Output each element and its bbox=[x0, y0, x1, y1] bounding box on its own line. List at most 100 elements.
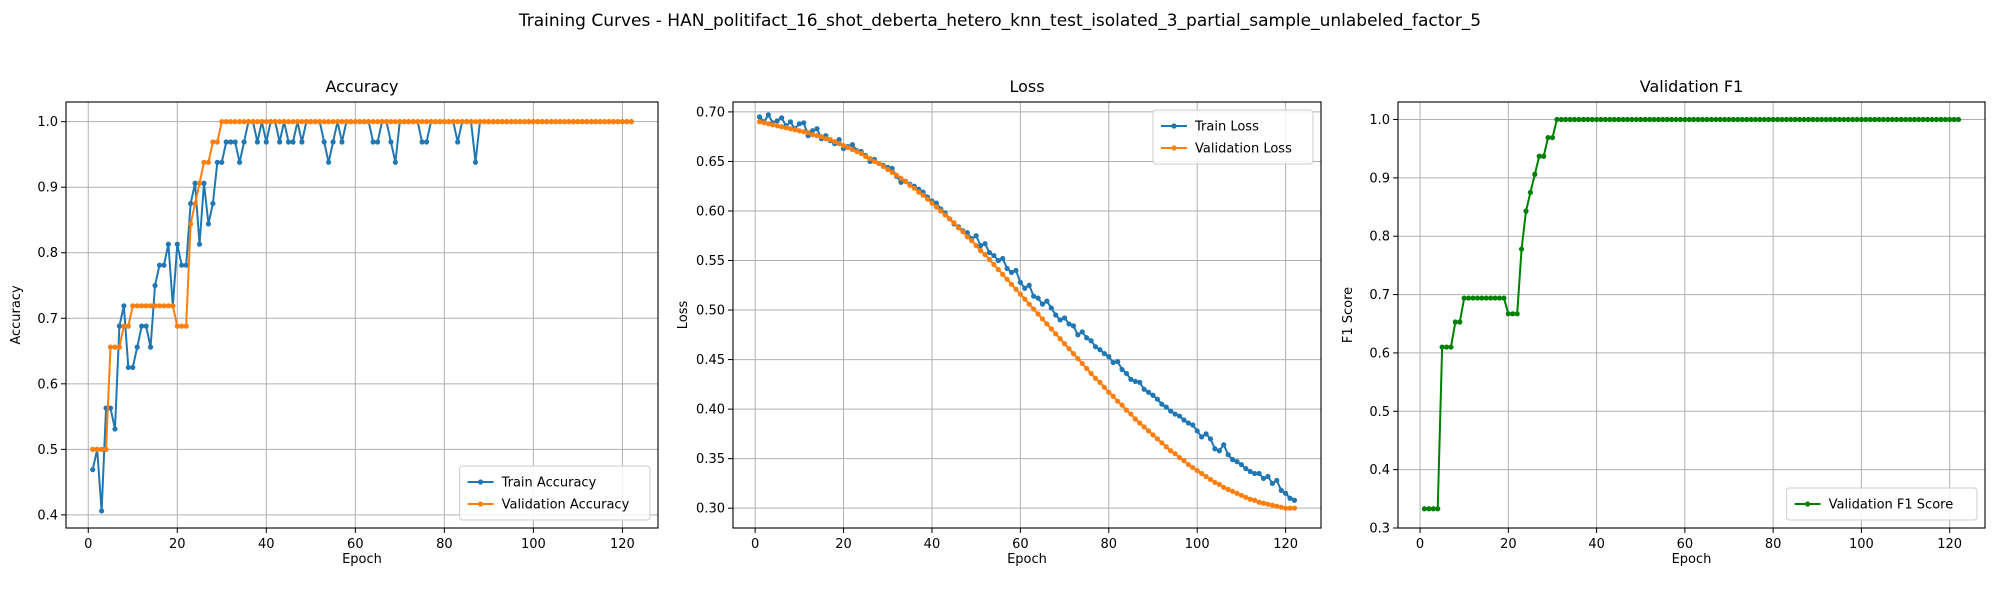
data-point bbox=[1017, 279, 1023, 285]
data-point bbox=[1101, 384, 1107, 390]
data-point bbox=[1951, 116, 1957, 123]
data-point bbox=[1819, 116, 1825, 123]
y-tick-label: 0.5 bbox=[37, 443, 58, 458]
data-point bbox=[455, 119, 461, 125]
data-point bbox=[161, 303, 167, 309]
data-point bbox=[1929, 116, 1935, 123]
legend-label: Validation F1 Score bbox=[1829, 498, 1954, 513]
data-point bbox=[223, 139, 229, 145]
data-point bbox=[1176, 455, 1183, 461]
data-point bbox=[1461, 295, 1467, 301]
data-point bbox=[1801, 116, 1807, 123]
data-point bbox=[898, 175, 904, 181]
data-point bbox=[1256, 499, 1262, 505]
data-point bbox=[1938, 116, 1944, 123]
data-point bbox=[490, 119, 496, 125]
data-point bbox=[299, 139, 305, 145]
y-tick-label: 0.30 bbox=[696, 502, 725, 517]
data-point bbox=[1070, 323, 1077, 329]
data-point bbox=[840, 142, 847, 149]
data-point bbox=[561, 119, 568, 125]
data-point bbox=[1128, 411, 1134, 417]
data-point bbox=[889, 165, 895, 171]
legend-box bbox=[1152, 109, 1314, 165]
data-point bbox=[783, 125, 789, 131]
data-point bbox=[1788, 116, 1794, 123]
data-point bbox=[174, 323, 180, 329]
data-point bbox=[1660, 116, 1666, 123]
data-point bbox=[165, 303, 171, 309]
data-point bbox=[1907, 116, 1913, 123]
data-point bbox=[277, 139, 283, 145]
data-point bbox=[1159, 401, 1165, 407]
data-point bbox=[1291, 505, 1298, 511]
data-point bbox=[1611, 116, 1617, 123]
data-point bbox=[907, 182, 913, 188]
data-point bbox=[1132, 416, 1138, 422]
data-point bbox=[1260, 475, 1267, 482]
data-point bbox=[765, 112, 771, 118]
data-point bbox=[1827, 116, 1834, 123]
data-point bbox=[361, 119, 367, 125]
legend-swatch-marker bbox=[478, 479, 484, 485]
data-point bbox=[170, 303, 176, 309]
data-point bbox=[898, 179, 904, 185]
data-point bbox=[1163, 404, 1169, 410]
data-point bbox=[1849, 116, 1856, 123]
data-point bbox=[933, 204, 939, 210]
x-tick-label: 40 bbox=[258, 537, 275, 552]
data-point bbox=[1558, 116, 1564, 123]
data-point bbox=[219, 159, 225, 165]
y-tick-label: 0.40 bbox=[696, 403, 725, 418]
x-tick-label: 20 bbox=[835, 537, 852, 552]
data-point bbox=[183, 323, 189, 329]
data-point bbox=[827, 137, 833, 143]
data-point bbox=[770, 122, 776, 128]
data-point bbox=[272, 119, 278, 125]
y-tick-label: 0.4 bbox=[1369, 463, 1390, 478]
data-point bbox=[441, 119, 447, 125]
y-tick-label: 0.7 bbox=[37, 312, 58, 327]
data-point bbox=[254, 139, 260, 145]
x-axis-label: Epoch bbox=[342, 552, 382, 567]
data-point bbox=[1207, 436, 1214, 442]
y-tick-label: 0.3 bbox=[1369, 522, 1390, 537]
data-point bbox=[761, 120, 767, 126]
x-tick-label: 100 bbox=[1185, 537, 1210, 552]
data-point bbox=[836, 137, 842, 143]
data-point bbox=[832, 139, 838, 145]
data-point bbox=[1576, 116, 1582, 123]
data-point bbox=[90, 446, 96, 452]
data-point bbox=[1066, 321, 1072, 327]
data-point bbox=[228, 139, 234, 145]
data-point bbox=[254, 119, 260, 125]
data-point bbox=[1774, 116, 1781, 123]
data-point bbox=[588, 119, 594, 125]
data-point bbox=[1221, 442, 1227, 448]
data-point bbox=[1457, 319, 1463, 325]
data-point bbox=[183, 262, 189, 268]
y-tick-label: 0.4 bbox=[37, 508, 58, 523]
data-point bbox=[486, 119, 492, 125]
data-point bbox=[1168, 408, 1174, 414]
data-point bbox=[245, 119, 252, 125]
data-point bbox=[232, 139, 238, 145]
data-point bbox=[107, 344, 114, 350]
x-tick-label: 0 bbox=[751, 537, 759, 552]
data-point bbox=[1216, 481, 1222, 488]
data-point bbox=[1000, 255, 1006, 262]
data-point bbox=[977, 243, 984, 249]
data-point bbox=[1274, 477, 1280, 484]
data-point bbox=[1026, 282, 1032, 288]
data-point bbox=[615, 119, 621, 125]
data-point bbox=[392, 119, 398, 125]
legend: Validation F1 Score bbox=[1786, 487, 1978, 521]
data-point bbox=[553, 119, 559, 125]
data-point bbox=[1955, 116, 1962, 123]
data-point bbox=[437, 119, 443, 125]
data-point bbox=[1735, 116, 1741, 123]
data-point bbox=[1212, 479, 1218, 486]
data-point bbox=[1048, 305, 1054, 311]
